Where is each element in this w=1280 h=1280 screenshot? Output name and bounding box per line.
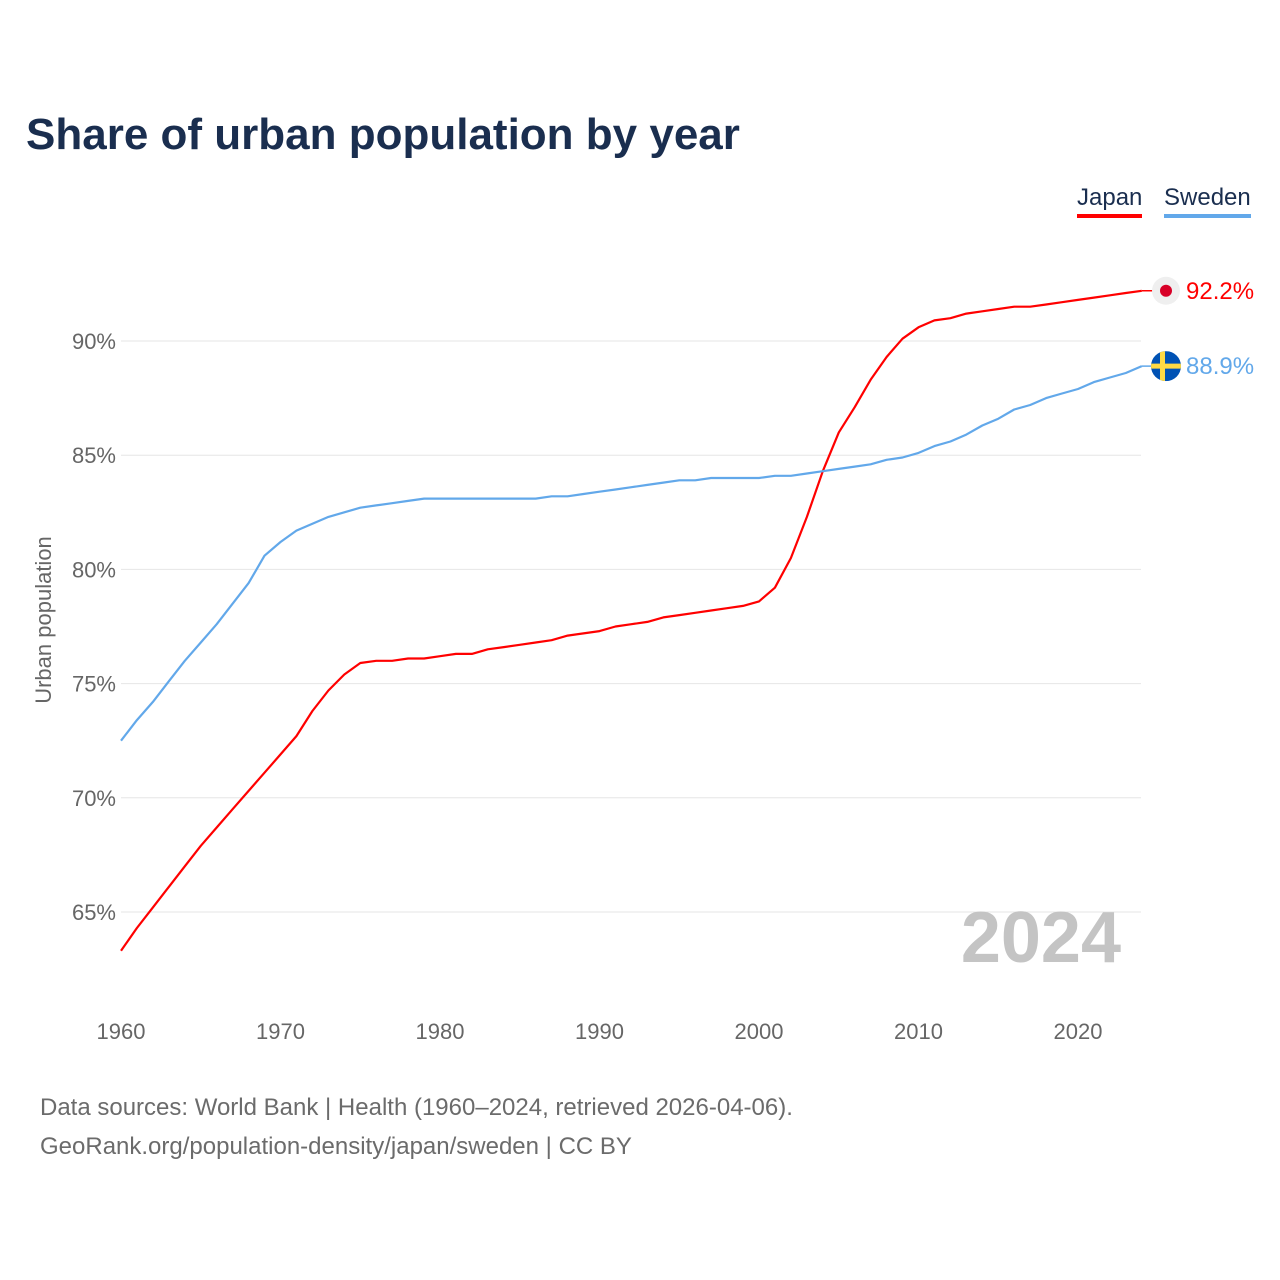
x-tick-label: 1990 xyxy=(575,1019,624,1044)
flag-cross-h xyxy=(1151,363,1181,369)
legend-sweden[interactable]: Sweden xyxy=(1164,184,1251,218)
x-tick-label: 2010 xyxy=(894,1019,943,1044)
sweden-flag-icon xyxy=(1151,351,1181,382)
y-axis-label: Urban population xyxy=(31,536,56,704)
source-note: Data sources: World Bank | Health (1960–… xyxy=(40,1088,793,1166)
legend-japan[interactable]: Japan xyxy=(1077,184,1143,218)
x-tick-label: 1960 xyxy=(97,1019,146,1044)
flag-cross-v xyxy=(1160,351,1165,382)
end-value-label-sweden: 88.9% xyxy=(1186,353,1254,380)
flag-sun xyxy=(1160,284,1172,297)
y-tick-label: 65% xyxy=(72,900,116,925)
x-tick-label: 2000 xyxy=(735,1019,784,1044)
x-tick-label: 2020 xyxy=(1054,1019,1103,1044)
source-line-2: GeoRank.org/population-density/japan/swe… xyxy=(40,1133,632,1160)
series-line-sweden xyxy=(120,365,1143,742)
x-tick-label: 1980 xyxy=(416,1019,465,1044)
series-line-japan xyxy=(120,289,1142,952)
x-tick-label: 1970 xyxy=(256,1019,305,1044)
source-line-1: Data sources: World Bank | Health (1960–… xyxy=(40,1094,793,1121)
y-tick-label: 80% xyxy=(72,557,116,582)
end-value-label-japan: 92.2% xyxy=(1186,278,1254,305)
y-tick-label: 85% xyxy=(72,443,116,468)
y-tick-label: 75% xyxy=(72,672,116,697)
japan-flag-icon xyxy=(1152,276,1180,305)
y-tick-label: 90% xyxy=(72,329,116,354)
year-watermark: 2024 xyxy=(961,898,1121,978)
flag-body xyxy=(1151,351,1181,382)
chart-title: Share of urban population by year xyxy=(26,110,740,159)
y-tick-label: 70% xyxy=(72,786,116,811)
